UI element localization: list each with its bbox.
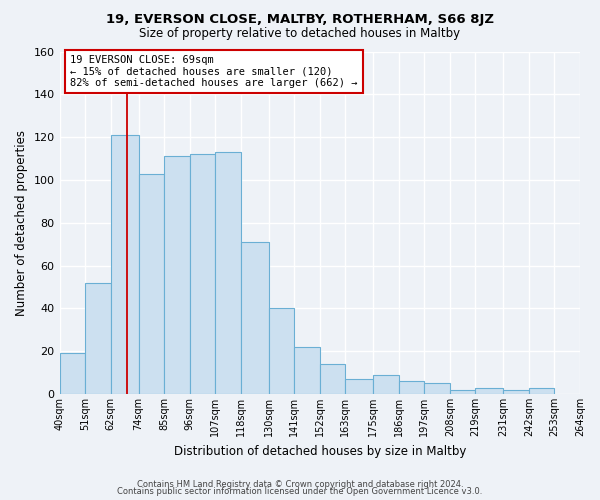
Bar <box>139 174 164 394</box>
Bar <box>59 354 85 394</box>
Bar <box>320 364 346 394</box>
Text: Contains public sector information licensed under the Open Government Licence v3: Contains public sector information licen… <box>118 487 482 496</box>
X-axis label: Distribution of detached houses by size in Maltby: Distribution of detached houses by size … <box>173 444 466 458</box>
Bar <box>399 381 424 394</box>
Bar <box>346 379 373 394</box>
Bar <box>529 388 554 394</box>
Bar <box>190 154 215 394</box>
Bar <box>503 390 529 394</box>
Text: Size of property relative to detached houses in Maltby: Size of property relative to detached ho… <box>139 28 461 40</box>
Bar <box>164 156 190 394</box>
Text: 19, EVERSON CLOSE, MALTBY, ROTHERHAM, S66 8JZ: 19, EVERSON CLOSE, MALTBY, ROTHERHAM, S6… <box>106 12 494 26</box>
Bar <box>215 152 241 394</box>
Bar <box>475 388 503 394</box>
Bar <box>424 384 450 394</box>
Bar <box>294 347 320 394</box>
Bar <box>450 390 475 394</box>
Bar <box>269 308 294 394</box>
Bar <box>373 374 399 394</box>
Bar <box>85 282 110 394</box>
Text: Contains HM Land Registry data © Crown copyright and database right 2024.: Contains HM Land Registry data © Crown c… <box>137 480 463 489</box>
Bar <box>110 135 139 394</box>
Y-axis label: Number of detached properties: Number of detached properties <box>15 130 28 316</box>
Bar <box>241 242 269 394</box>
Text: 19 EVERSON CLOSE: 69sqm
← 15% of detached houses are smaller (120)
82% of semi-d: 19 EVERSON CLOSE: 69sqm ← 15% of detache… <box>70 55 358 88</box>
